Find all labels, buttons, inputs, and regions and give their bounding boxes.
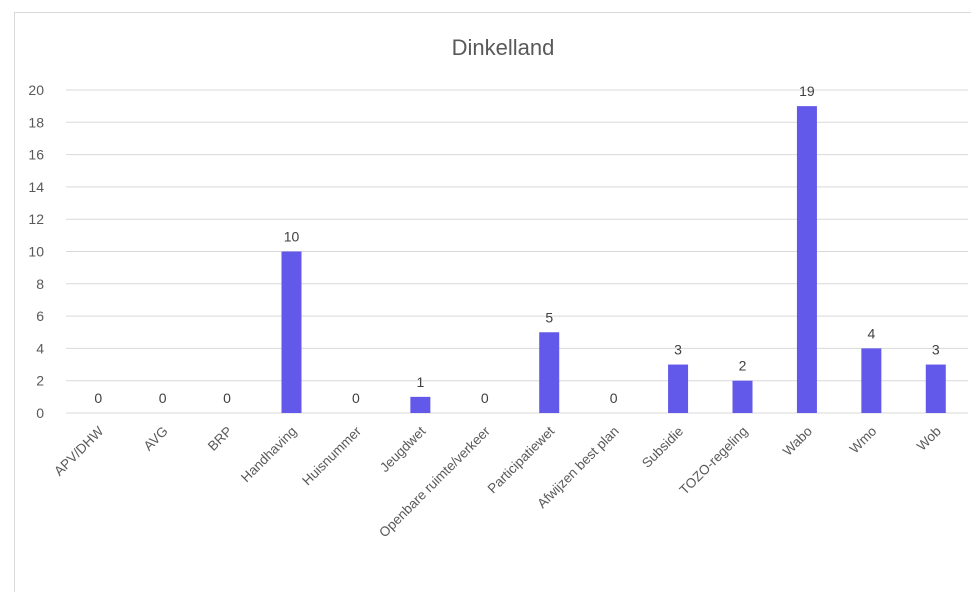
- x-tick-label: AVG: [141, 424, 171, 454]
- data-label: 0: [481, 390, 489, 406]
- x-tick-label: Wmo: [847, 424, 880, 457]
- y-tick-label: 18: [28, 114, 44, 130]
- data-label: 3: [932, 342, 940, 358]
- x-axis-ticks: APV/DHW AVG BRP Handhaving Huisnummer Jeugdwe…: [51, 423, 944, 540]
- y-tick-label: 20: [28, 82, 44, 98]
- chart-title: Dinkelland: [452, 35, 555, 60]
- y-axis-ticks: 0 2 4 6 8 10 12 14 16 18 20: [28, 82, 44, 421]
- y-tick-label: 10: [28, 244, 44, 260]
- bar: [861, 348, 882, 413]
- chart-frame: [14, 12, 971, 592]
- x-tick-label: Wob: [914, 424, 944, 454]
- x-tick-label: Participatiewet: [485, 423, 558, 496]
- gridlines: [66, 89, 968, 414]
- data-label: 0: [159, 390, 167, 406]
- bar: [925, 364, 946, 413]
- data-label: 3: [674, 342, 682, 358]
- bar: [410, 396, 431, 413]
- data-label: 19: [799, 83, 815, 99]
- x-tick-label: APV/DHW: [51, 423, 106, 478]
- data-label: 0: [352, 390, 360, 406]
- x-tick-label: Huisnummer: [299, 423, 364, 488]
- bar: [281, 251, 302, 413]
- data-label: 5: [545, 309, 553, 325]
- x-tick-label: Wabo: [780, 424, 815, 459]
- bars: [281, 106, 946, 414]
- y-tick-label: 8: [36, 276, 44, 292]
- bar: [796, 106, 817, 414]
- y-tick-label: 4: [36, 340, 44, 356]
- data-label: 0: [94, 390, 102, 406]
- x-tick-label: Handhaving: [238, 424, 300, 486]
- data-label: 0: [223, 390, 231, 406]
- data-label: 2: [739, 358, 747, 374]
- x-tick-label: Subsidie: [639, 424, 686, 471]
- y-tick-label: 2: [36, 373, 44, 389]
- bar: [732, 380, 753, 413]
- data-label: 0: [610, 390, 618, 406]
- y-tick-label: 6: [36, 308, 44, 324]
- y-tick-label: 14: [28, 179, 44, 195]
- x-tick-label: Jeugdwet: [377, 423, 429, 475]
- y-tick-label: 12: [28, 211, 44, 227]
- y-tick-label: 16: [28, 147, 44, 163]
- bar: [668, 364, 689, 413]
- x-tick-label: Openbare ruimte/verkeer: [376, 423, 493, 540]
- bar: [539, 332, 560, 413]
- x-tick-label: TOZO-regeling: [677, 424, 751, 498]
- y-tick-label: 0: [36, 405, 44, 421]
- x-tick-label: BRP: [205, 424, 235, 454]
- data-label: 4: [867, 325, 875, 341]
- data-label: 1: [416, 374, 424, 390]
- data-label: 10: [284, 229, 300, 245]
